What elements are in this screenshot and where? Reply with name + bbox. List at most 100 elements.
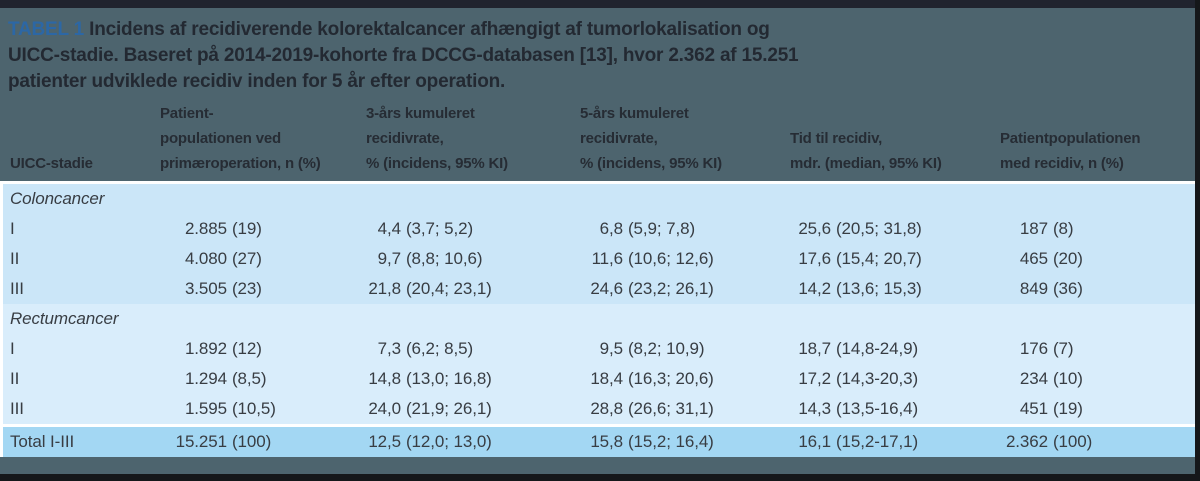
cell-value: 14,8 bbox=[368, 369, 401, 388]
column-header-population_recurrence: Patientpopulationen med recidiv, n (%) bbox=[1000, 126, 1141, 176]
cell-ci: (100) bbox=[1053, 432, 1093, 451]
cell: 9,7 (8,8; 10,6) bbox=[366, 249, 483, 269]
cell-value: 18,4 bbox=[590, 369, 623, 388]
cell: 3.505 (23) bbox=[160, 279, 262, 299]
cell-value: 14,2 bbox=[798, 279, 831, 298]
column-header-line: % (incidens, 95% KI) bbox=[580, 155, 722, 172]
cell: 1.595 (10,5) bbox=[160, 399, 276, 419]
cell-ci: (10) bbox=[1053, 369, 1083, 388]
column-header-recurrence_3y: 3-års kumuleret recidivrate, % (incidens, … bbox=[366, 101, 508, 176]
cell-value: 15.251 bbox=[175, 432, 228, 451]
cell: 2.885 (19) bbox=[160, 219, 262, 239]
stage-cell: I bbox=[10, 339, 15, 358]
table-section-coloncancer: Coloncancer I 2.885 (19) 4,4 (3,7; 5,2) 6,8 (5,… bbox=[0, 184, 1200, 304]
section-label: Rectumcancer bbox=[10, 309, 119, 328]
cell-value: 234 bbox=[1019, 369, 1048, 388]
section-header-row: Coloncancer bbox=[0, 184, 1200, 214]
cell-ci: (10,6; 12,6) bbox=[628, 249, 714, 268]
cell: 15.251 (100) bbox=[160, 432, 272, 452]
stage-cell: II bbox=[10, 369, 20, 388]
cell: 21,8 (20,4; 23,1) bbox=[366, 279, 492, 299]
column-header-line: primæroperation, n (%) bbox=[160, 155, 321, 172]
cell: 18,4 (16,3; 20,6) bbox=[580, 369, 714, 389]
cell-value: 2.362 bbox=[1005, 432, 1048, 451]
column-header-line: recidivrate, bbox=[580, 130, 658, 147]
cell-value: 1.294 bbox=[184, 369, 227, 388]
column-header-line: Patient- bbox=[160, 105, 214, 122]
cell-ci: (15,2; 16,4) bbox=[628, 432, 714, 451]
cell-ci: (14,3-20,3) bbox=[836, 369, 919, 388]
table-caption: TABEL 1 Incidens af recidiverende kolore… bbox=[8, 17, 908, 95]
column-header-line: populationen ved bbox=[160, 130, 281, 147]
cell-ci: (12,0; 13,0) bbox=[406, 432, 492, 451]
column-header-line: Patientpopulationen bbox=[1000, 130, 1141, 147]
cell: 18,7 (14,8-24,9) bbox=[790, 339, 918, 359]
cell: 7,3 (6,2; 8,5) bbox=[366, 339, 473, 359]
cell: 2.362 (100) bbox=[1000, 432, 1092, 452]
cell-value: 25,6 bbox=[798, 219, 831, 238]
cell-ci: (5,9; 7,8) bbox=[628, 219, 696, 238]
cell-value: 18,7 bbox=[798, 339, 831, 358]
cell: 176 (7) bbox=[1000, 339, 1074, 359]
cell-ci: (8,5) bbox=[232, 369, 267, 388]
column-header-time_to_recurrence: Tid til recidiv, mdr. (median, 95% KI) bbox=[790, 126, 942, 176]
column-header-stage: UICC-stadie bbox=[10, 151, 93, 176]
cell-ci: (19) bbox=[1053, 399, 1083, 418]
column-header-line: UICC-stadie bbox=[10, 155, 93, 172]
total-data-row: Total I-III 15.251 (100) 12,5 (12,0; 13,0) 15… bbox=[0, 427, 1200, 457]
bottom-border-bar bbox=[0, 474, 1200, 481]
cell: 187 (8) bbox=[1000, 219, 1074, 239]
table-row: II 1.294 (8,5) 14,8 (13,0; 16,8) 18,4 (16,3; 2… bbox=[0, 364, 1200, 394]
table-row: I 2.885 (19) 4,4 (3,7; 5,2) 6,8 (5,9; 7,8) 25,6… bbox=[0, 214, 1200, 244]
section-header-row: Rectumcancer bbox=[0, 304, 1200, 334]
cell-value: 24,6 bbox=[590, 279, 623, 298]
table-row: II 4.080 (27) 9,7 (8,8; 10,6) 11,6 (10,6; 12,6… bbox=[0, 244, 1200, 274]
cell-ci: (100) bbox=[232, 432, 272, 451]
cell-value: 28,8 bbox=[590, 399, 623, 418]
caption-line: patienter udviklede recidiv inden for 5 … bbox=[8, 71, 506, 92]
cell-value: 17,2 bbox=[798, 369, 831, 388]
cell-value: 849 bbox=[1019, 279, 1048, 298]
caption-text: Incidens af recidiverende kolorektalcanc… bbox=[89, 19, 770, 40]
cell-value: 4.080 bbox=[184, 249, 227, 268]
table-row: I 1.892 (12) 7,3 (6,2; 8,5) 9,5 (8,2; 10,9) 18,… bbox=[0, 334, 1200, 364]
cell-value: 9,7 bbox=[377, 249, 401, 268]
cell-value: 4,4 bbox=[377, 219, 401, 238]
cell-value: 176 bbox=[1019, 339, 1048, 358]
cell-value: 17,6 bbox=[798, 249, 831, 268]
column-header-line: med recidiv, n (%) bbox=[1000, 155, 1124, 172]
cell: 12,5 (12,0; 13,0) bbox=[366, 432, 492, 452]
cell-value: 3.505 bbox=[184, 279, 227, 298]
cell-value: 1.892 bbox=[184, 339, 227, 358]
column-header-line: % (incidens, 95% KI) bbox=[366, 155, 508, 172]
column-headers: UICC-stadie Patient-populationen ved primæ… bbox=[0, 96, 1200, 176]
caption-line: TABEL 1 Incidens af recidiverende kolore… bbox=[8, 17, 908, 43]
cell-value: 15,8 bbox=[590, 432, 623, 451]
left-white-strip bbox=[0, 181, 3, 457]
column-header-line: recidivrate, bbox=[366, 130, 444, 147]
cell: 1.294 (8,5) bbox=[160, 369, 267, 389]
cell-value: 465 bbox=[1019, 249, 1048, 268]
cell-value: 6,8 bbox=[599, 219, 623, 238]
cell-value: 12,5 bbox=[368, 432, 401, 451]
cell-ci: (10,5) bbox=[232, 399, 276, 418]
cell: 16,1 (15,2-17,1) bbox=[790, 432, 918, 452]
cell: 4,4 (3,7; 5,2) bbox=[366, 219, 473, 239]
stage-cell: I bbox=[10, 219, 15, 238]
cell-ci: (12) bbox=[232, 339, 262, 358]
cell: 14,2 (13,6; 15,3) bbox=[790, 279, 922, 299]
column-header-line: mdr. (median, 95% KI) bbox=[790, 155, 942, 172]
cell-ci: (14,8-24,9) bbox=[836, 339, 919, 358]
cell-value: 16,1 bbox=[798, 432, 831, 451]
cell-value: 21,8 bbox=[368, 279, 401, 298]
cell-ci: (16,3; 20,6) bbox=[628, 369, 714, 388]
cell-ci: (3,7; 5,2) bbox=[406, 219, 474, 238]
column-header-recurrence_5y: 5-års kumuleret recidivrate, % (incidens, … bbox=[580, 101, 722, 176]
caption-line: UICC-stadie. Baseret på 2014-2019-kohort… bbox=[8, 45, 799, 66]
cell: 24,6 (23,2; 26,1) bbox=[580, 279, 714, 299]
cell-ci: (27) bbox=[232, 249, 262, 268]
cell-ci: (20,4; 23,1) bbox=[406, 279, 492, 298]
cell-ci: (7) bbox=[1053, 339, 1074, 358]
cell-value: 14,3 bbox=[798, 399, 831, 418]
